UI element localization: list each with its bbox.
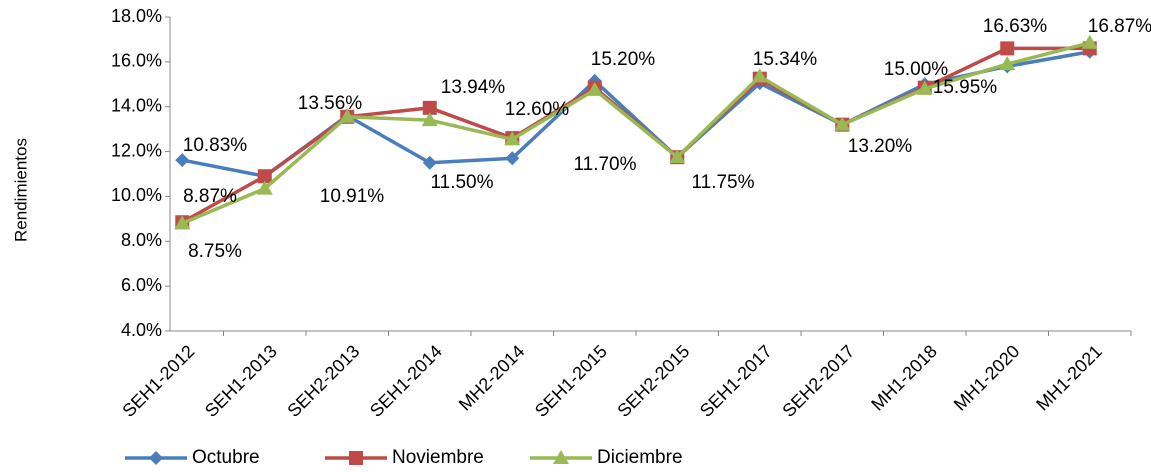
y-tick-label: 10.0% (111, 185, 162, 205)
x-tick-label: SEH1-2017 (696, 341, 776, 421)
data-label: 10.91% (320, 186, 385, 207)
x-tick-label: SEH2-2015 (613, 341, 693, 421)
series-marker (175, 153, 190, 168)
data-label: 11.50% (430, 172, 493, 193)
y-tick-label: 12.0% (111, 140, 162, 160)
series-marker (1081, 34, 1098, 49)
x-tick-label: MH1-2018 (867, 341, 941, 415)
data-label: 15.95% (933, 77, 998, 98)
data-label: 13.56% (298, 93, 363, 114)
y-tick-label: 16.0% (111, 51, 162, 71)
x-tick-label: MH2-2014 (455, 341, 529, 415)
data-label: 15.00% (884, 59, 949, 80)
x-tick-label: MH1-2021 (1032, 341, 1106, 415)
series-marker (916, 80, 933, 95)
series-marker (257, 169, 272, 184)
data-label: 8.75% (188, 241, 242, 262)
legend-marker (149, 451, 163, 465)
series-marker (669, 149, 686, 164)
series-marker (834, 116, 851, 131)
series-marker (505, 151, 520, 166)
data-label: 11.75% (691, 172, 754, 193)
data-label: 10.83% (183, 135, 248, 156)
x-tick-label: SEH1-2012 (118, 341, 198, 421)
data-label: 15.20% (591, 49, 656, 70)
data-label: 8.87% (183, 186, 237, 207)
series-marker (999, 56, 1016, 71)
data-label: 13.20% (848, 136, 913, 157)
series-marker (339, 108, 356, 123)
legend-label: Noviembre (392, 447, 484, 468)
series-marker (1000, 41, 1015, 56)
x-tick-label: SEH1-2013 (201, 341, 281, 421)
x-tick-label: MH1-2020 (950, 341, 1024, 415)
y-tick-label: 6.0% (121, 275, 162, 295)
series-marker (586, 81, 603, 96)
legend-label: Octubre (192, 447, 260, 468)
series-marker (504, 131, 521, 146)
legend-marker (553, 450, 569, 464)
y-tick-label: 18.0% (111, 6, 162, 26)
data-label: 16.63% (983, 16, 1048, 37)
series-line (181, 41, 1091, 225)
data-label: 11.70% (573, 154, 636, 175)
x-tick-label: SEH2-2013 (283, 341, 363, 421)
data-label: 16.87% (1088, 16, 1151, 37)
y-tick-label: 8.0% (121, 230, 162, 250)
y-tick-label: 14.0% (111, 95, 162, 115)
series-marker (421, 112, 438, 127)
data-label: 12.60% (505, 99, 570, 120)
y-axis-label: Rendimientos (11, 138, 30, 242)
y-tick-label: 4.0% (121, 320, 162, 340)
series-marker (422, 100, 437, 115)
x-tick-label: SEH1-2015 (531, 341, 611, 421)
series-marker (751, 68, 768, 83)
x-tick-label: SEH1-2014 (366, 341, 446, 421)
data-label: 13.94% (441, 77, 506, 98)
x-tick-label: SEH2-2017 (778, 341, 858, 421)
series-marker (422, 155, 437, 170)
data-label: 15.34% (753, 49, 818, 70)
legend-marker (349, 451, 363, 465)
legend-label: Diciembre (597, 447, 683, 468)
series-marker (174, 215, 191, 230)
series-marker (256, 180, 273, 195)
